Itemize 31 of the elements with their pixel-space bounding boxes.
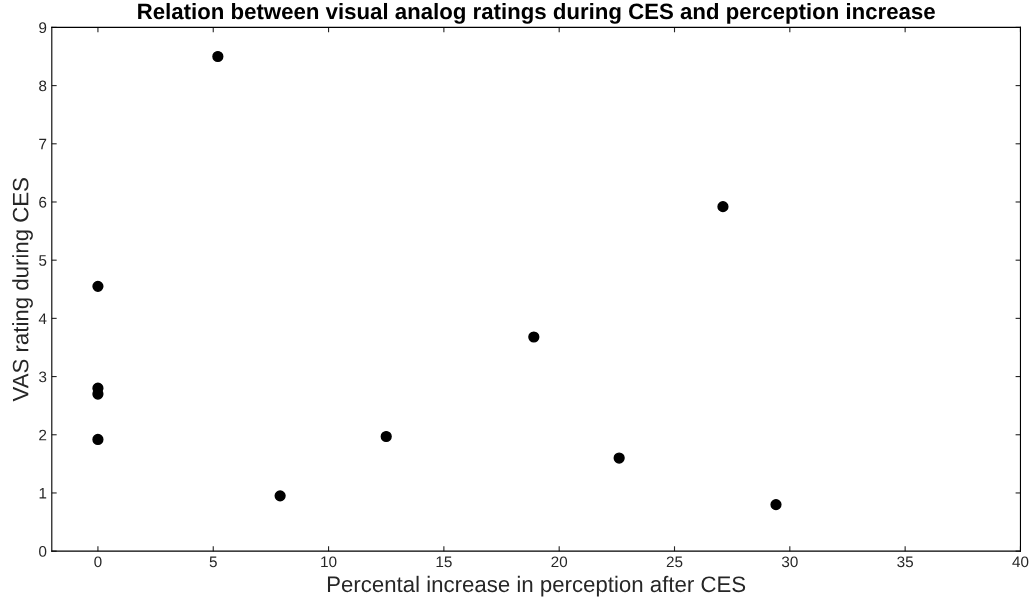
x-tick-label: 20	[551, 556, 568, 568]
point	[212, 50, 224, 63]
y-tick-label: 9	[39, 22, 47, 34]
x-tick-label: 10	[321, 556, 337, 568]
point	[274, 490, 286, 502]
y-tick-label: 3	[39, 371, 47, 383]
point	[770, 498, 782, 511]
x-tick-label: 40	[1012, 556, 1029, 568]
point	[717, 201, 729, 213]
x-tick-label: 30	[781, 556, 798, 568]
point	[380, 430, 392, 443]
x-tick-label: 15	[436, 556, 452, 568]
x-tick-label: 5	[209, 556, 217, 568]
x-tick-label: 35	[897, 556, 913, 568]
point	[92, 433, 104, 446]
point	[613, 452, 625, 464]
y-tick-label: 5	[39, 255, 47, 266]
point	[528, 331, 540, 343]
point	[92, 280, 104, 292]
y-tick-label: 6	[39, 196, 47, 208]
x-axis-title: Percental increase in perception after CES	[327, 575, 746, 597]
y-tick-label: 4	[38, 313, 47, 324]
y-tick-label: 2	[39, 429, 47, 441]
y-tick-label: 1	[39, 487, 47, 499]
y-tick-label: 8	[39, 80, 47, 92]
y-tick-label: 7	[39, 138, 47, 150]
x-tick-label: 25	[666, 556, 683, 568]
y-axis-title: VAS rating during CES	[12, 178, 33, 402]
chart-title: Relation between visual analog ratings during CES and perception increase	[138, 2, 935, 24]
y-tick-label: 0	[39, 546, 47, 557]
x-tick-label: 0	[94, 556, 102, 568]
